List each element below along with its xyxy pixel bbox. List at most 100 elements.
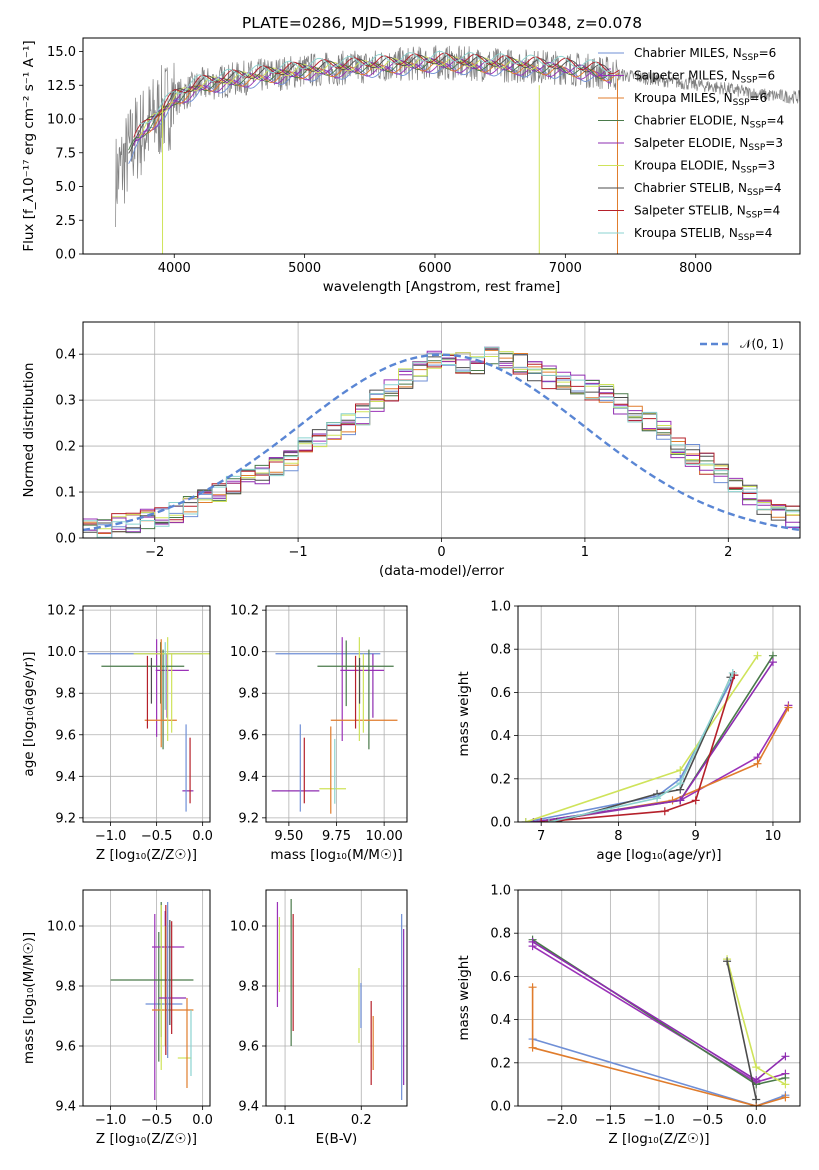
model-spectrum: [138, 60, 620, 136]
y-axis: 9.2 9.4 9.6 9.8 10.0 10.2: [230, 604, 407, 826]
x-axis: −1.0 −0.5 0.0: [95, 606, 213, 844]
page-title: PLATE=0286, MJD=51999, FIBERID=0348, z=0…: [242, 14, 642, 32]
y-tick-label: 0.8: [490, 927, 511, 942]
spectrum-lines: [115, 45, 800, 254]
legend-label: Kroupa ELODIE, NSSP=3: [634, 159, 775, 176]
x-axis: 9.50 9.75 10.00: [274, 606, 403, 844]
y-tick-label: 10.0: [230, 645, 259, 660]
x-tick-label: −1: [289, 545, 308, 560]
y-tick-label: 1.0: [490, 884, 511, 899]
legend-label: Chabrier MILES, NSSP=6: [634, 46, 776, 63]
x-tick-label: 6000: [418, 261, 451, 276]
y-tick-label: 0.1: [55, 486, 76, 501]
plot-frame: [517, 605, 801, 823]
x-tick-label: −1.0: [95, 829, 127, 844]
x-axis-label: E(B-V): [316, 1131, 358, 1147]
series-line: [531, 987, 786, 1106]
model-spectrum: [133, 57, 611, 143]
x-axis-label: Z [log₁₀(Z/Z☉)]: [96, 847, 197, 863]
y-axis: 9.4 9.6 9.8 10.0: [47, 920, 210, 1115]
x-tick-label: 9.75: [322, 829, 351, 844]
x-tick-label: 8000: [679, 261, 712, 276]
plot-frame: [82, 37, 801, 255]
x-axis: −2 −1 0 1 2: [145, 322, 732, 560]
data-point: [521, 818, 530, 822]
errorbars: [276, 899, 405, 1100]
y-tick-label: 10.2: [230, 604, 259, 619]
data-point: [676, 796, 685, 805]
x-tick-label: −0.5: [141, 829, 173, 844]
x-tick-label: 0.0: [192, 1113, 213, 1128]
y-tick-label: 10.0: [47, 113, 76, 128]
y-tick-label: 9.6: [238, 1040, 259, 1055]
normal-curve: [83, 353, 800, 532]
histogram-series: [83, 346, 800, 538]
y-axis-label: Flux [f_λ10⁻¹⁷ erg cm⁻² s⁻¹ A⁻¹]: [21, 40, 37, 251]
y-tick-label: 9.6: [238, 728, 259, 743]
x-axis-label: Z [log₁₀(Z/Z☉)]: [96, 1131, 197, 1147]
data-point: [528, 1043, 537, 1052]
x-tick-label: 8: [614, 829, 622, 844]
data-point: [537, 818, 546, 822]
y-tick-label: 0.6: [490, 970, 511, 985]
x-axis: −2.0 −1.5 −1.0 −0.5 0.0: [546, 890, 767, 1128]
y-tick-label: 9.8: [55, 980, 76, 995]
series-line: [556, 676, 732, 822]
x-tick-label: 7: [537, 829, 545, 844]
y-axis-label: age [log₁₀(age/yr)]: [21, 651, 37, 776]
mass_vs_ebv-panel: 0.1 0.2 9.4 9.6 9.8 10.0 E(B-V): [230, 889, 408, 1147]
x-tick-label: 9: [692, 829, 700, 844]
model-spectrum: [128, 64, 611, 164]
model-spectrum: [128, 58, 611, 151]
model-spectrum: [138, 50, 611, 125]
y-axis-label: mass [log₁₀(M/M☉)]: [21, 932, 37, 1064]
x-tick-label: 9.50: [274, 829, 303, 844]
legend-label: Salpeter ELODIE, NSSP=3: [634, 136, 783, 153]
x-axis-label: Z [log₁₀(Z/Z☉)]: [608, 1131, 709, 1147]
y-tick-label: 9.6: [55, 1040, 76, 1055]
legend-label: Kroupa STELIB, NSSP=4: [634, 226, 772, 243]
y-tick-label: 9.6: [55, 728, 76, 743]
x-tick-label: 10.00: [366, 829, 403, 844]
x-tick-label: 0.2: [351, 1113, 372, 1128]
x-tick-label: −2.0: [546, 1113, 578, 1128]
data-point: [752, 1076, 761, 1085]
x-tick-label: 0.1: [275, 1113, 296, 1128]
plot-frame: [265, 605, 408, 823]
y-axis: 0.0 0.2 0.4 0.6 0.8 1.0: [490, 600, 800, 831]
data-point: [528, 937, 537, 946]
data-point: [676, 766, 685, 775]
plot-frame: [82, 889, 211, 1107]
y-tick-label: 10.2: [47, 604, 76, 619]
y-tick-label: 0.0: [490, 1100, 511, 1115]
y-tick-label: 10.0: [47, 920, 76, 935]
y-tick-label: 0.3: [55, 394, 76, 409]
data-point: [768, 658, 777, 667]
x-tick-label: 4000: [158, 261, 191, 276]
x-tick-label: 10: [765, 829, 782, 844]
data-point: [544, 818, 553, 822]
y-axis: 9.2 9.4 9.6 9.8 10.0 10.2: [47, 604, 210, 826]
x-tick-label: 2: [724, 545, 732, 560]
y-tick-label: 9.4: [55, 770, 76, 785]
x-axis-label: wavelength [Angstrom, rest frame]: [323, 279, 561, 295]
x-axis-label: age [log₁₀(age/yr)]: [596, 847, 721, 863]
model-spectrum: [133, 52, 620, 138]
data-point: [552, 818, 561, 822]
y-tick-label: 12.5: [47, 79, 76, 94]
age_vs_Z-panel: −1.0 −0.5 0.0 9.2 9.4 9.6 9.8 10.0 10.2 Z [log₁₀(…: [21, 604, 213, 863]
x-tick-label: −1.5: [595, 1113, 627, 1128]
x-tick-label: −1.0: [643, 1113, 675, 1128]
y-axis: 0.0 2.5 5.0 7.5 10.0 12.5 15.0: [47, 45, 83, 263]
plot-frame: [82, 321, 801, 539]
y-tick-label: 15.0: [47, 45, 76, 60]
data-point: [784, 703, 793, 712]
y-tick-label: 9.2: [238, 811, 259, 826]
data-point: [781, 1080, 790, 1089]
data-point: [691, 796, 700, 805]
legend: Chabrier MILES, NSSP=6 Salpeter MILES, NS…: [598, 46, 784, 243]
y-tick-label: 9.4: [238, 770, 259, 785]
series-line: [548, 672, 734, 822]
y-tick-label: 7.5: [55, 146, 76, 161]
